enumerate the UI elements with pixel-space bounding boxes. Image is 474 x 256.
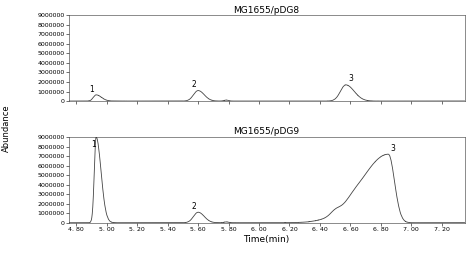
Text: 2: 2 (191, 80, 196, 89)
Text: 2: 2 (191, 202, 196, 211)
Text: 1: 1 (91, 141, 95, 150)
Text: Abundance: Abundance (2, 104, 11, 152)
Title: MG1655/pDG9: MG1655/pDG9 (234, 127, 300, 136)
Text: 3: 3 (391, 144, 395, 153)
X-axis label: Time(min): Time(min) (244, 235, 290, 244)
Text: 3: 3 (348, 74, 353, 83)
Title: MG1655/pDG8: MG1655/pDG8 (234, 6, 300, 15)
Text: 1: 1 (89, 85, 94, 94)
